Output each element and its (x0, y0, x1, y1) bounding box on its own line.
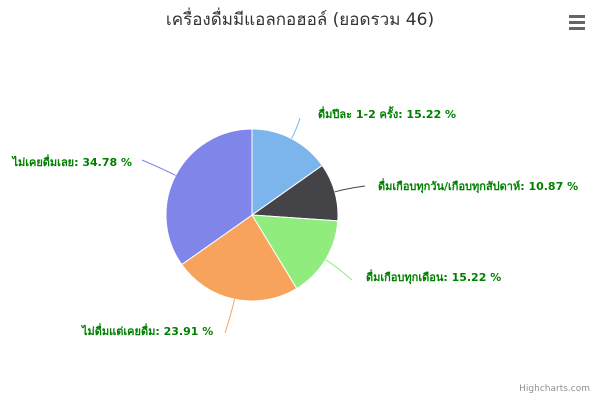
label-connector-4 (141, 159, 176, 176)
pie-slice-0[interactable] (251, 128, 323, 216)
hamburger-menu-icon[interactable] (566, 12, 590, 32)
pie-slice-2[interactable] (251, 214, 339, 290)
credits-link[interactable]: Highcharts.com (519, 384, 590, 394)
label-connector-2 (325, 259, 353, 281)
slice-label-1: ดื่มเกือบทุกวัน/เกือบทุกสัปดาห์: 10.87 % (378, 178, 578, 194)
label-connectors (141, 117, 366, 334)
chart-title: เครื่องดื่มมีแอลกอฮอล์ (ยอดรวม 46) (165, 10, 435, 30)
pie-slice-4[interactable] (165, 128, 253, 266)
slice-label-2: ดื่มเกือบทุกเดือน: 15.22 % (366, 269, 501, 285)
label-connector-1 (334, 185, 366, 193)
pie-slices (165, 128, 339, 302)
slice-label-3: ไม่ดื่มแต่เคยดื่ม: 23.91 % (80, 323, 213, 338)
label-connector-3 (224, 299, 235, 334)
pie-slice-3[interactable] (181, 214, 298, 302)
slice-label-4: ไม่เคยดื่มเลย: 34.78 % (10, 154, 132, 169)
label-connector-0 (291, 117, 301, 139)
slice-labels: ดื่มปีละ 1-2 ครั้ง: 15.22 % ดื่มเกือบทุกว… (10, 106, 578, 338)
slice-label-0: ดื่มปีละ 1-2 ครั้ง: 15.22 % (318, 106, 456, 121)
